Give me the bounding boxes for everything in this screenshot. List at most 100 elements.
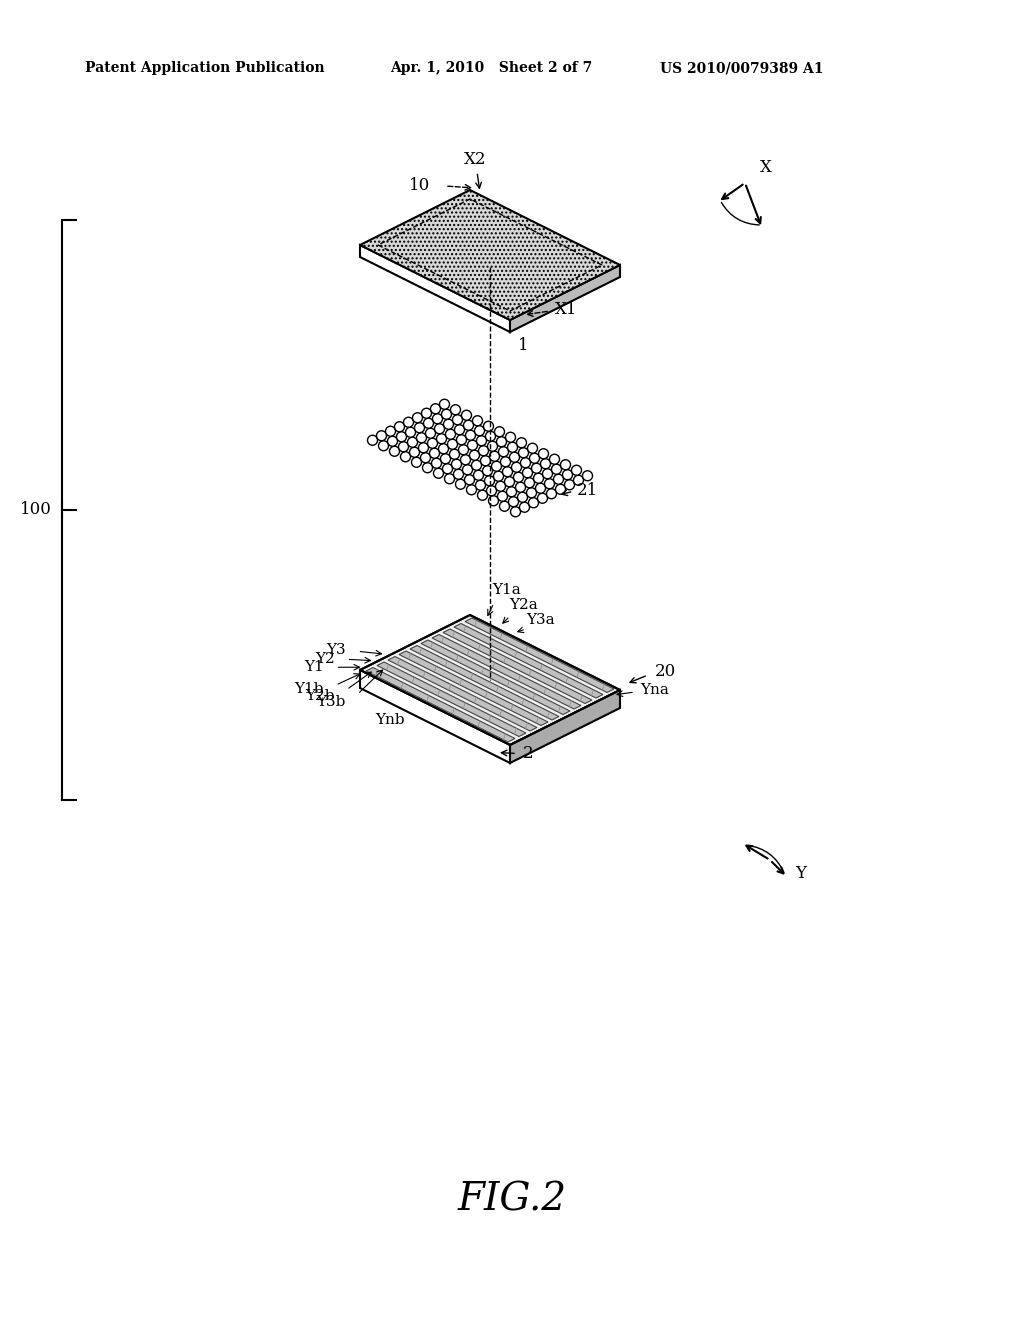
Circle shape bbox=[496, 482, 506, 491]
Polygon shape bbox=[443, 630, 592, 704]
Text: Y1b: Y1b bbox=[294, 682, 324, 696]
Polygon shape bbox=[510, 690, 620, 763]
Circle shape bbox=[564, 479, 574, 490]
Circle shape bbox=[410, 447, 420, 457]
Circle shape bbox=[478, 446, 488, 455]
Circle shape bbox=[443, 420, 454, 429]
Circle shape bbox=[476, 436, 486, 446]
Circle shape bbox=[510, 453, 519, 462]
Circle shape bbox=[461, 455, 470, 465]
Text: X2: X2 bbox=[464, 150, 486, 168]
Circle shape bbox=[477, 490, 487, 500]
Circle shape bbox=[500, 502, 510, 511]
Circle shape bbox=[583, 471, 593, 480]
Circle shape bbox=[519, 502, 529, 512]
Circle shape bbox=[486, 486, 497, 496]
Circle shape bbox=[511, 507, 520, 516]
Circle shape bbox=[495, 426, 505, 437]
Text: Y2b: Y2b bbox=[305, 689, 335, 702]
Circle shape bbox=[480, 455, 490, 466]
Circle shape bbox=[524, 478, 535, 488]
Circle shape bbox=[419, 442, 428, 453]
Circle shape bbox=[466, 430, 475, 441]
Circle shape bbox=[389, 446, 399, 457]
Text: 21: 21 bbox=[577, 482, 598, 499]
Circle shape bbox=[547, 488, 556, 499]
Circle shape bbox=[516, 438, 526, 447]
Circle shape bbox=[497, 437, 507, 446]
Circle shape bbox=[554, 474, 563, 484]
Text: 10: 10 bbox=[409, 177, 430, 194]
Polygon shape bbox=[410, 645, 559, 719]
Circle shape bbox=[454, 469, 464, 479]
Circle shape bbox=[440, 454, 451, 463]
Circle shape bbox=[550, 454, 559, 465]
Text: Y: Y bbox=[795, 865, 806, 882]
Text: Y1a: Y1a bbox=[492, 583, 521, 597]
Circle shape bbox=[482, 466, 493, 475]
Circle shape bbox=[499, 446, 509, 457]
Text: Patent Application Publication: Patent Application Publication bbox=[85, 61, 325, 75]
Polygon shape bbox=[360, 246, 510, 333]
Circle shape bbox=[442, 463, 453, 474]
Circle shape bbox=[526, 488, 537, 498]
Circle shape bbox=[473, 470, 483, 480]
Circle shape bbox=[471, 461, 481, 470]
Circle shape bbox=[421, 453, 430, 463]
Circle shape bbox=[472, 416, 482, 426]
Text: US 2010/0079389 A1: US 2010/0079389 A1 bbox=[660, 61, 823, 75]
Circle shape bbox=[400, 451, 411, 462]
Circle shape bbox=[538, 494, 548, 503]
Circle shape bbox=[432, 413, 442, 424]
Circle shape bbox=[377, 430, 386, 441]
Circle shape bbox=[412, 457, 422, 467]
Circle shape bbox=[387, 436, 397, 446]
Text: Y1: Y1 bbox=[304, 660, 324, 675]
Text: 1: 1 bbox=[518, 337, 528, 354]
Polygon shape bbox=[360, 671, 510, 763]
Circle shape bbox=[529, 453, 540, 463]
Circle shape bbox=[422, 408, 431, 418]
Circle shape bbox=[415, 422, 425, 433]
Circle shape bbox=[503, 467, 512, 477]
Circle shape bbox=[436, 434, 446, 444]
Circle shape bbox=[398, 442, 409, 451]
Circle shape bbox=[528, 498, 539, 508]
Circle shape bbox=[545, 479, 555, 488]
Circle shape bbox=[543, 469, 553, 479]
Circle shape bbox=[464, 420, 473, 430]
Circle shape bbox=[406, 428, 416, 437]
Circle shape bbox=[403, 417, 414, 428]
Circle shape bbox=[451, 405, 461, 414]
Circle shape bbox=[434, 424, 444, 434]
Circle shape bbox=[508, 442, 517, 453]
Circle shape bbox=[431, 458, 441, 469]
Text: 100: 100 bbox=[20, 502, 52, 519]
Circle shape bbox=[555, 484, 565, 494]
Polygon shape bbox=[399, 651, 548, 726]
Circle shape bbox=[426, 428, 435, 438]
Circle shape bbox=[453, 414, 463, 425]
Circle shape bbox=[562, 470, 572, 479]
Circle shape bbox=[506, 432, 515, 442]
Circle shape bbox=[507, 487, 516, 496]
Circle shape bbox=[450, 449, 460, 459]
Circle shape bbox=[475, 480, 485, 490]
Circle shape bbox=[560, 459, 570, 470]
Circle shape bbox=[536, 483, 546, 494]
Text: 2: 2 bbox=[523, 744, 534, 762]
Polygon shape bbox=[465, 618, 614, 693]
Text: Yna: Yna bbox=[640, 682, 669, 697]
Text: FIG.2: FIG.2 bbox=[458, 1181, 566, 1218]
Circle shape bbox=[573, 475, 584, 486]
Circle shape bbox=[379, 441, 388, 450]
Text: Y3b: Y3b bbox=[316, 696, 345, 709]
Circle shape bbox=[423, 463, 432, 473]
Circle shape bbox=[462, 411, 471, 420]
Text: Y2a: Y2a bbox=[509, 598, 538, 612]
Polygon shape bbox=[510, 265, 620, 333]
Circle shape bbox=[513, 473, 523, 482]
Text: Y3: Y3 bbox=[326, 643, 345, 657]
Circle shape bbox=[485, 432, 496, 441]
Circle shape bbox=[474, 426, 484, 436]
